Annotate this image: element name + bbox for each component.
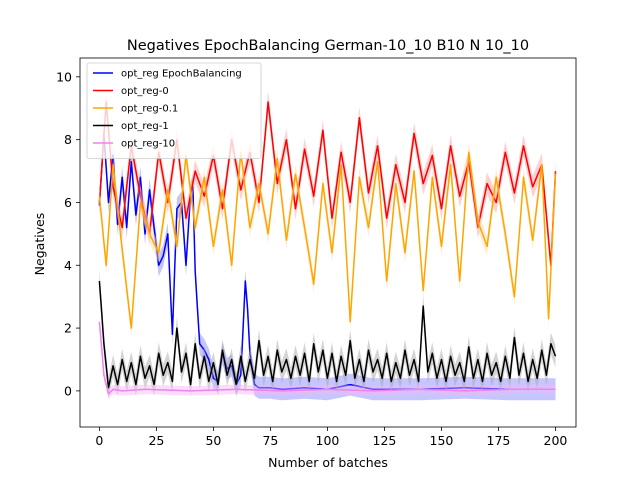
x-tick-label-5: 125 — [373, 433, 397, 448]
axes: 0 25 50 75 100 125 150 175 200 0 2 4 6 8 10 — [56, 57, 577, 448]
series-band-1 — [99, 91, 556, 277]
legend: opt_reg EpochBalancing opt_reg-0 opt_reg-0… — [86, 62, 262, 159]
series-band-3 — [99, 270, 556, 399]
x-tick-label-2: 50 — [205, 433, 221, 448]
x-tick-label-7: 175 — [487, 433, 511, 448]
legend-label-1: opt_reg-0 — [121, 86, 169, 97]
chart-title: Negatives EpochBalancing German-10_10 B1… — [127, 38, 529, 54]
y-tick-label-2: 4 — [64, 258, 72, 273]
series-line-2 — [98, 151, 557, 329]
legend-box — [86, 62, 262, 159]
x-axis-label: Number of batches — [268, 455, 388, 470]
legend-label-4: opt_reg-10 — [121, 139, 175, 150]
legend-label-0: opt_reg EpochBalancing — [121, 69, 242, 80]
x-tick-label-6: 150 — [430, 433, 454, 448]
x-tick-label-3: 75 — [262, 433, 278, 448]
x-tick-label-1: 25 — [148, 433, 164, 448]
series-band-4 — [99, 317, 556, 399]
legend-label-2: opt_reg-0.1 — [121, 104, 178, 115]
series-line-3 — [98, 280, 557, 389]
legend-label-3: opt_reg-1 — [121, 121, 169, 132]
x-tick-label-8: 200 — [544, 433, 568, 448]
y-tick-label-1: 2 — [64, 321, 72, 336]
x-tick-label-4: 100 — [316, 433, 340, 448]
y-tick-label-0: 0 — [64, 383, 72, 398]
y-axis-label: Negatives — [32, 213, 47, 276]
y-tick-label-3: 6 — [64, 195, 72, 210]
y-tick-label-5: 10 — [56, 69, 72, 84]
x-tick-label-0: 0 — [95, 433, 103, 448]
series-line-4 — [98, 321, 556, 395]
y-tick-label-4: 8 — [64, 132, 72, 147]
plot-frame — [79, 57, 577, 428]
